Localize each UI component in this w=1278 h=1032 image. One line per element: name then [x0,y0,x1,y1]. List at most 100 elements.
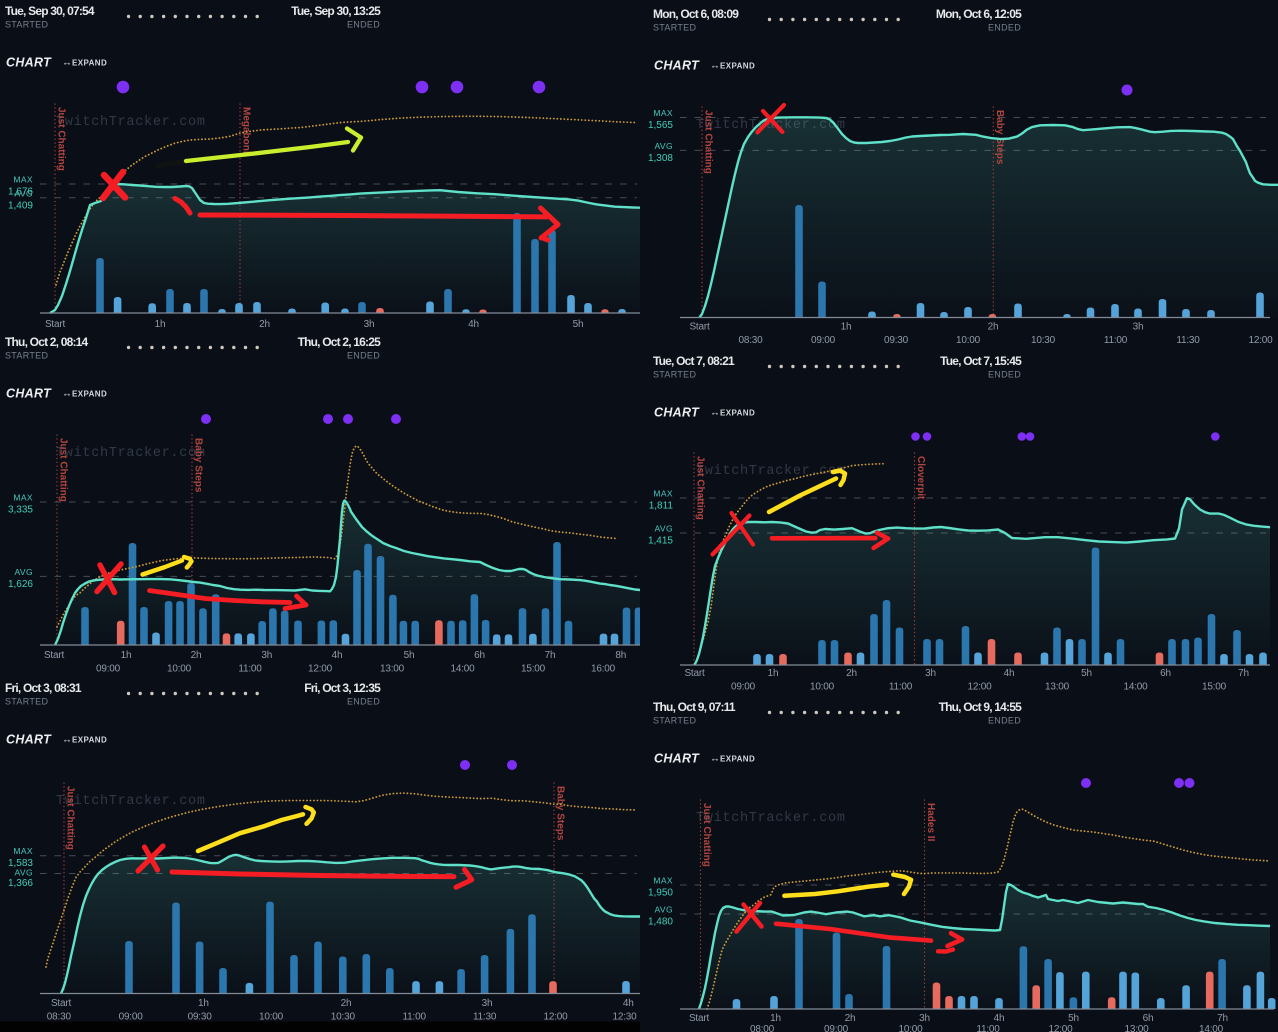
svg-text:3h: 3h [1133,322,1144,333]
svg-text:Start: Start [45,319,66,330]
svg-text:MAX: MAX [653,108,673,118]
svg-text:3h: 3h [261,650,272,661]
svg-text:4h: 4h [994,1013,1005,1024]
svg-text:Just Chatting: Just Chatting [56,107,67,171]
svg-text:16:00: 16:00 [591,663,616,674]
svg-text:3,335: 3,335 [8,505,33,516]
svg-text:11:00: 11:00 [889,681,913,692]
svg-text:10:30: 10:30 [1031,335,1056,346]
svg-text:2h: 2h [259,319,270,330]
svg-text:09:00: 09:00 [811,335,836,346]
svg-text:Mon, Oct 6, 12:05: Mon, Oct 6, 12:05 [936,7,1022,21]
svg-text:1,626: 1,626 [8,579,33,590]
svg-text:12:00: 12:00 [967,681,992,692]
svg-text:10:30: 10:30 [331,1011,356,1022]
svg-text:1,950: 1,950 [648,888,673,899]
svg-text:Thu, Oct 2, 08:14: Thu, Oct 2, 08:14 [5,335,89,349]
svg-text:1,308: 1,308 [648,153,673,164]
svg-text:3h: 3h [482,998,493,1009]
svg-text:CHART: CHART [654,752,700,766]
svg-text:ENDED: ENDED [347,20,380,30]
svg-text:MAX: MAX [13,493,33,503]
svg-text:6h: 6h [1160,668,1171,679]
svg-text:2h: 2h [191,650,202,661]
svg-text:12:30: 12:30 [612,1011,637,1022]
svg-text:09:00: 09:00 [731,681,756,692]
svg-text:09:00: 09:00 [824,1024,849,1032]
svg-text:Just Chatting: Just Chatting [703,110,714,174]
svg-text:12:00: 12:00 [1248,335,1273,346]
svg-text:7h: 7h [1238,668,1249,679]
svg-text:5h: 5h [573,319,584,330]
svg-text:Just Chatting: Just Chatting [701,803,712,867]
svg-text:Start: Start [44,650,65,661]
svg-text:1,409: 1,409 [8,200,33,211]
svg-text:Fri, Oct 3, 08:31: Fri, Oct 3, 08:31 [5,681,82,695]
svg-text:↔: ↔ [710,408,720,419]
svg-text:ENDED: ENDED [347,697,380,707]
svg-text:10:00: 10:00 [956,335,981,346]
svg-text:11:00: 11:00 [976,1024,1000,1032]
svg-text:3h: 3h [925,668,936,679]
svg-text:13:00: 13:00 [1124,1024,1149,1032]
svg-text:1,415: 1,415 [648,536,673,547]
svg-text:EXPAND: EXPAND [72,390,107,399]
svg-text:4h: 4h [623,998,634,1009]
svg-text:11:30: 11:30 [1176,335,1200,346]
svg-text:08:30: 08:30 [738,335,763,346]
svg-text:Thu, Oct 9, 07:11: Thu, Oct 9, 07:11 [653,700,736,714]
svg-text:AVG: AVG [654,141,673,151]
svg-text:Cloverpit: Cloverpit [915,456,926,500]
svg-text:STARTED: STARTED [653,716,696,726]
svg-text:↔: ↔ [710,754,720,765]
svg-text:STARTED: STARTED [653,23,696,33]
svg-text:2h: 2h [988,322,999,333]
svg-text:14:00: 14:00 [1123,681,1148,692]
svg-text:CHART: CHART [6,56,52,70]
svg-text:14:00: 14:00 [1199,1024,1224,1032]
svg-text:Thu, Oct 9, 14:55: Thu, Oct 9, 14:55 [939,700,1023,714]
svg-text:08:00: 08:00 [750,1024,775,1032]
svg-text:MAX: MAX [653,876,673,886]
svg-text:Baby Steps: Baby Steps [555,786,566,841]
svg-text:1h: 1h [198,998,209,1009]
svg-text:AVG: AVG [654,905,673,915]
svg-text:AVG: AVG [14,188,33,198]
svg-text:EXPAND: EXPAND [720,62,755,71]
svg-text:5h: 5h [1068,1013,1079,1024]
svg-text:09:00: 09:00 [119,1011,144,1022]
svg-text:2h: 2h [846,668,857,679]
svg-text:EXPAND: EXPAND [72,59,107,68]
svg-text:MAX: MAX [653,489,673,499]
svg-text:5h: 5h [1081,668,1092,679]
svg-text:ENDED: ENDED [988,716,1021,726]
svg-text:1,565: 1,565 [648,120,673,131]
svg-text:Start: Start [689,322,710,333]
svg-text:12:00: 12:00 [1048,1024,1073,1032]
svg-text:2h: 2h [845,1013,856,1024]
svg-text:14:00: 14:00 [450,663,475,674]
svg-text:12:00: 12:00 [308,663,333,674]
svg-text:1,366: 1,366 [8,878,33,889]
svg-text:TwitchTracker.com: TwitchTracker.com [696,811,846,826]
svg-text:08:30: 08:30 [47,1011,72,1022]
svg-text:MAX: MAX [13,175,33,185]
svg-text:Fri, Oct 3, 12:35: Fri, Oct 3, 12:35 [304,681,381,695]
svg-text:↔: ↔ [62,389,72,400]
svg-text:10:00: 10:00 [810,681,835,692]
svg-text:TwitchTracker.com: TwitchTracker.com [56,446,206,461]
svg-text:ENDED: ENDED [988,23,1021,33]
svg-text:4h: 4h [1004,668,1015,679]
svg-text:11:00: 11:00 [238,663,262,674]
svg-text:2h: 2h [341,998,352,1009]
svg-text:STARTED: STARTED [5,351,48,361]
svg-text:AVG: AVG [654,524,673,534]
svg-text:15:00: 15:00 [521,663,546,674]
svg-text:11:00: 11:00 [403,1011,427,1022]
svg-text:Just Chatting: Just Chatting [65,786,76,850]
svg-text:12:00: 12:00 [543,1011,568,1022]
svg-text:TwitchTracker.com: TwitchTracker.com [696,464,846,479]
svg-text:Start: Start [51,998,72,1009]
svg-text:1h: 1h [770,1013,781,1024]
svg-text:CHART: CHART [6,733,52,747]
